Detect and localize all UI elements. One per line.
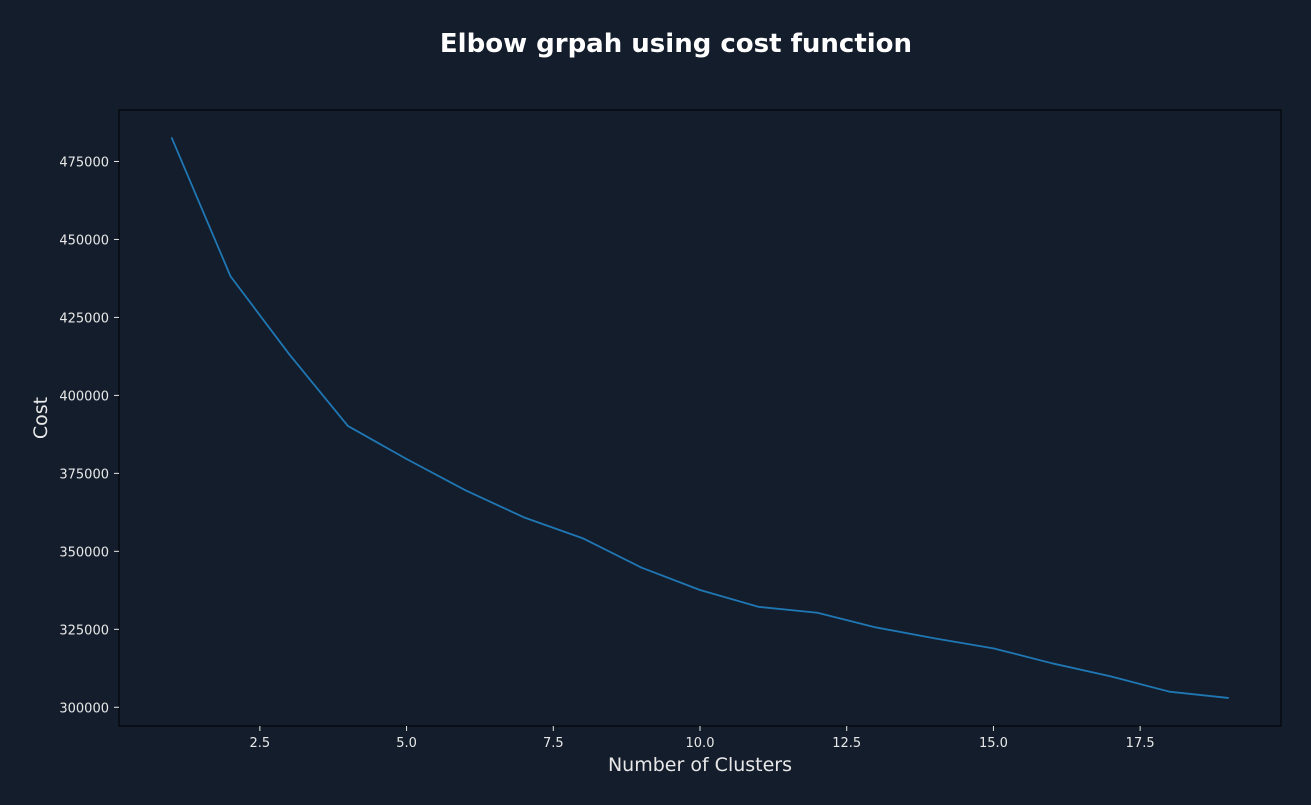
x-tick-label: 2.5 [250,736,271,751]
y-tick-label: 350000 [59,545,109,560]
x-tick-label: 17.5 [1126,736,1155,751]
x-tick-label: 7.5 [543,736,564,751]
data-point [640,566,643,569]
x-tick-label: 15.0 [979,736,1008,751]
data-point [757,605,760,608]
data-point [875,626,877,629]
y-tick-label: 400000 [59,389,109,404]
y-tick-label: 300000 [59,701,109,716]
data-point [1168,690,1171,693]
y-axis: 300000 325000 350000 375000 400000 425000 4500… [59,155,119,716]
plot-area [118,109,1282,727]
data-point [1051,662,1054,665]
data-point [523,516,525,519]
y-tick-label: 475000 [59,155,109,170]
data-point [933,637,936,640]
x-tick-label: 5.0 [396,736,417,751]
x-tick-label: 10.0 [686,736,715,751]
data-point [346,425,349,427]
data-point [288,353,291,356]
x-axis-label: Number of Clusters [608,754,792,776]
data-point [699,589,701,591]
series-layer [170,137,1230,699]
data-point [405,458,408,460]
data-point [816,611,819,614]
data-point [170,137,173,139]
y-axis-label: Cost [30,397,52,439]
data-point [992,647,995,650]
x-tick-label: 12.5 [832,736,861,751]
data-point [1109,675,1112,678]
y-tick-label: 425000 [59,311,109,326]
data-point [464,489,467,492]
data-point [1227,697,1230,699]
y-tick-label: 450000 [59,233,109,248]
x-axis: 2.5 5.0 7.5 10.0 12.5 15.0 17.5 [250,726,1155,751]
data-point [581,537,584,540]
y-tick-label: 325000 [59,623,109,638]
chart-title: Elbow grpah using cost function [440,29,912,59]
data-point [229,275,232,278]
y-tick-label: 375000 [59,467,109,482]
